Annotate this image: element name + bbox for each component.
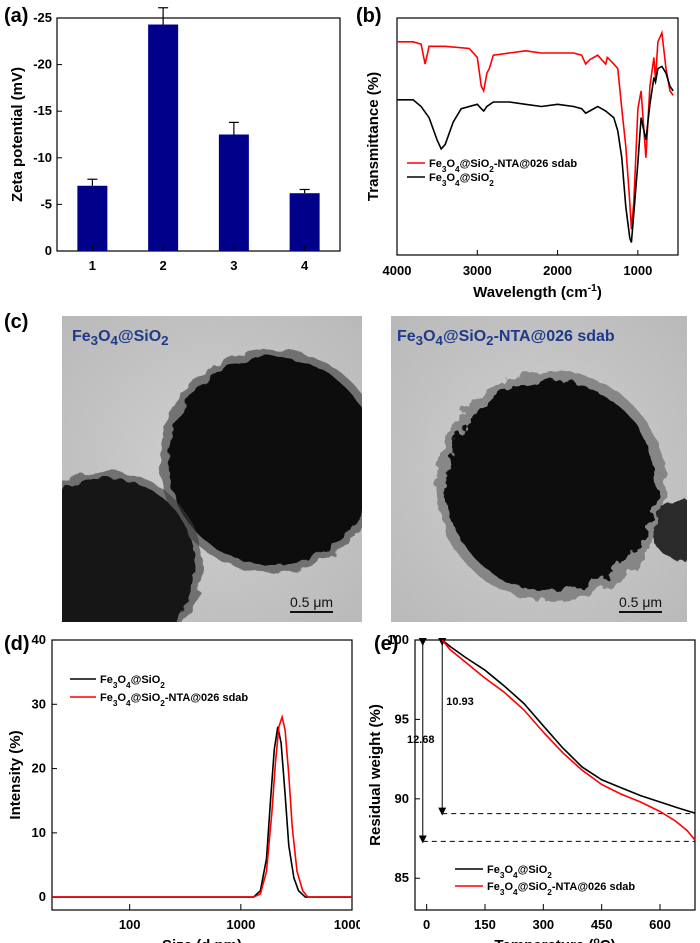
panel-e-label: (e) <box>374 633 398 655</box>
series-line-2 <box>52 714 352 898</box>
annotation-label: 10.93 <box>446 696 474 708</box>
y-tick-label: 30 <box>32 696 46 711</box>
series-line-1 <box>441 639 696 814</box>
x-tick-label: 4 <box>301 258 309 273</box>
legend-label: Fe3O4@SiO2-NTA@026 sdab <box>100 692 248 708</box>
y-tick-label: 95 <box>395 711 409 726</box>
legend-label: Fe3O4@SiO2-NTA@026 sdab <box>429 158 577 174</box>
series-line-1 <box>52 726 352 898</box>
scale-bar-left: 0.5 μm <box>290 594 334 613</box>
series-line-1 <box>397 29 674 230</box>
panel-d-label: (d) <box>4 633 30 655</box>
scale-bar-right-line <box>619 611 663 613</box>
y-tick-label: 0 <box>39 889 46 904</box>
x-tick-label: 3000 <box>463 263 492 278</box>
bar <box>289 193 320 251</box>
x-tick-label: 1000 <box>226 917 255 932</box>
y-tick-label: -20 <box>33 57 52 72</box>
x-tick-label: 1000 <box>623 263 652 278</box>
panel-a-label: (a) <box>4 5 28 27</box>
axes-frame <box>56 17 341 252</box>
x-tick-label: 0 <box>423 917 430 932</box>
x-tick-label: 100 <box>119 917 141 932</box>
tem-right-particles <box>391 316 687 622</box>
tem-left-label: Fe3O4@SiO2 <box>72 328 169 349</box>
panel-b-chart: (b) 4000 3000 2000 1000 Fe3O4@SiO2-NTA@026 s… <box>356 5 679 300</box>
axes-frame <box>396 17 679 256</box>
y-tick-label: -10 <box>33 150 52 165</box>
tem-right-label: Fe3O4@SiO2-NTA@026 sdab <box>397 328 615 349</box>
x-axis-label: Wavelength (cm-1) <box>473 282 602 300</box>
scale-bar-right: 0.5 μm <box>619 594 663 613</box>
x-tick-label: 150 <box>474 917 496 932</box>
panel-c-label: (c) <box>4 311 28 333</box>
legend-label: Fe3O4@SiO2-NTA@026 sdab <box>487 881 635 897</box>
y-tick-label: 40 <box>32 632 46 647</box>
panel-e-chart: (e) 85 90 95 100 0 150 300 450 600 12.68 10.93 Fe3O… <box>367 632 696 943</box>
x-tick-label: 2000 <box>543 263 572 278</box>
y-tick-label: -15 <box>33 103 52 118</box>
y-tick-label: 0 <box>45 243 52 258</box>
legend-label: Fe3O4@SiO2 <box>429 172 494 188</box>
y-tick-label: -25 <box>33 10 52 25</box>
x-tick-label: 450 <box>591 917 613 932</box>
x-tick-label: 300 <box>532 917 554 932</box>
x-axis-label: Size (d.nm) <box>162 937 242 943</box>
annotation-label: 12.68 <box>407 734 435 746</box>
x-axis-label: Temperature (oC) <box>494 935 615 943</box>
y-axis-label: Intensity (%) <box>7 730 24 819</box>
legend-label: Fe3O4@SiO2 <box>100 674 165 690</box>
bar <box>218 134 249 251</box>
scale-bar-right-text: 0.5 μm <box>619 594 663 610</box>
y-axis-label: Transmittance (%) <box>365 72 382 201</box>
panel-c-label-svg: (c) <box>4 311 28 333</box>
y-tick-label: -5 <box>40 196 52 211</box>
tem-image-left: Fe3O4@SiO2 0.5 μm <box>62 316 362 622</box>
series-line-2 <box>441 639 696 841</box>
y-tick-label: 10 <box>32 825 46 840</box>
x-tick-label: 2 <box>160 258 167 273</box>
axes-frame <box>51 639 353 911</box>
scale-bar-left-text: 0.5 μm <box>290 594 334 610</box>
x-tick-label: 3 <box>230 258 237 273</box>
panel-d-chart: (d) 0 10 20 30 40 100 1000 10000 Fe3O4@SiO2 Fe3O4… <box>4 632 360 943</box>
panel-b-label: (b) <box>356 5 382 27</box>
series-line-2 <box>397 65 674 243</box>
y-axis-label: Zeta potential (mV) <box>9 67 26 202</box>
y-tick-label: 100 <box>387 632 409 647</box>
scale-bar-left-line <box>290 611 334 613</box>
x-tick-label: 10000 <box>334 917 360 932</box>
bar <box>77 185 108 251</box>
tem-image-right: Fe3O4@SiO2-NTA@026 sdab 0.5 μm <box>391 316 687 622</box>
y-tick-label: 85 <box>395 870 409 885</box>
x-tick-label: 4000 <box>383 263 412 278</box>
y-tick-label: 90 <box>395 791 409 806</box>
y-axis-label: Residual weight (%) <box>367 704 384 846</box>
legend-label: Fe3O4@SiO2 <box>487 864 552 880</box>
tem-left-particles <box>62 316 362 622</box>
y-tick-label: 20 <box>32 761 46 776</box>
x-tick-label: 600 <box>649 917 671 932</box>
axes-frame <box>414 639 696 911</box>
panel-a-chart: (a) 0 -5 -10 -15 -20 -25 1 2 3 4 Zeta potential (m… <box>4 5 341 273</box>
bar <box>148 24 179 251</box>
x-tick-label: 1 <box>89 258 96 273</box>
